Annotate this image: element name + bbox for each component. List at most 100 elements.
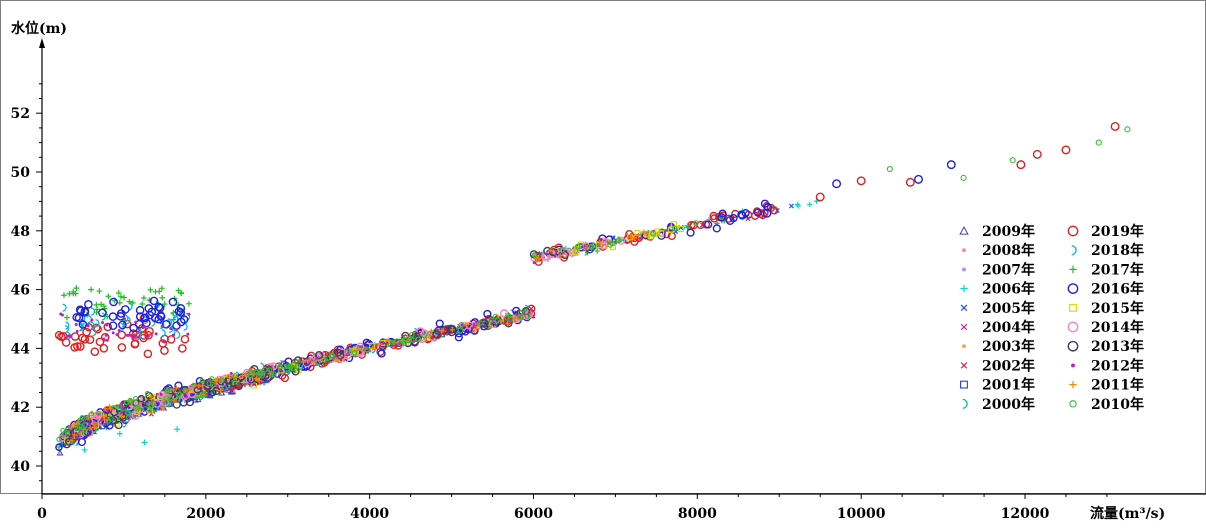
data-point bbox=[146, 334, 150, 338]
legend-marker bbox=[1071, 245, 1077, 256]
data-point bbox=[294, 363, 301, 369]
x-tick-label: 12000 bbox=[1001, 506, 1050, 522]
legend-item: 2018年 bbox=[1071, 242, 1144, 259]
x-tick-label: 8000 bbox=[678, 506, 717, 522]
data-point bbox=[176, 391, 183, 398]
data-point bbox=[333, 356, 339, 363]
data-point bbox=[306, 357, 312, 363]
data-point bbox=[161, 329, 166, 338]
data-point bbox=[121, 294, 127, 301]
data-point bbox=[221, 384, 227, 391]
legend-marker bbox=[1071, 363, 1075, 368]
data-point bbox=[117, 343, 127, 352]
data-point bbox=[68, 424, 74, 430]
data-point bbox=[175, 328, 179, 332]
x-tick-label: 2000 bbox=[186, 506, 225, 522]
y-tick-label: 42 bbox=[11, 400, 30, 416]
data-point bbox=[171, 398, 177, 404]
axis-ticks: 40 42 44 46 48 50 52 0 2000 4000 6000 8000 10000 1200… bbox=[11, 83, 1108, 522]
data-point bbox=[597, 239, 603, 245]
data-point bbox=[109, 297, 118, 307]
data-point bbox=[90, 318, 94, 322]
data-point bbox=[1016, 160, 1026, 170]
data-point bbox=[179, 315, 189, 324]
data-point bbox=[460, 323, 464, 327]
legend-marker bbox=[1067, 340, 1079, 352]
x-tick-label: 10000 bbox=[837, 506, 886, 522]
data-point bbox=[487, 322, 494, 328]
data-point bbox=[120, 402, 124, 405]
data-point bbox=[87, 422, 91, 426]
data-point bbox=[219, 377, 225, 383]
data-point bbox=[176, 330, 181, 339]
data-point bbox=[628, 234, 634, 240]
data-point bbox=[580, 245, 584, 249]
legend-marker bbox=[962, 248, 966, 252]
data-point bbox=[55, 443, 63, 451]
data-point bbox=[98, 301, 104, 308]
legend-label: 2015年 bbox=[1091, 300, 1144, 317]
data-point bbox=[163, 395, 170, 401]
legend-item: 2003年 bbox=[962, 338, 1035, 355]
data-point bbox=[547, 249, 556, 258]
data-point bbox=[71, 432, 80, 441]
data-point bbox=[268, 371, 275, 377]
data-point bbox=[650, 231, 656, 237]
data-point bbox=[504, 315, 511, 321]
data-point bbox=[178, 344, 187, 353]
data-point bbox=[187, 312, 191, 316]
data-point bbox=[167, 395, 173, 402]
data-point bbox=[463, 322, 469, 328]
data-point bbox=[156, 312, 166, 321]
data-point bbox=[185, 398, 195, 407]
data-point bbox=[75, 436, 79, 439]
data-point bbox=[154, 302, 164, 312]
data-point bbox=[111, 404, 117, 411]
data-point bbox=[144, 331, 153, 340]
data-point bbox=[886, 165, 893, 173]
legend-item: 2000年 bbox=[962, 396, 1035, 413]
data-point bbox=[447, 328, 456, 337]
data-point bbox=[127, 333, 131, 337]
data-point bbox=[64, 336, 68, 340]
data-point bbox=[832, 179, 842, 189]
data-point bbox=[133, 405, 139, 411]
legend-item: 2014年 bbox=[1067, 319, 1144, 336]
data-point bbox=[712, 224, 721, 233]
data-point bbox=[83, 427, 92, 437]
data-point bbox=[125, 409, 131, 416]
data-point bbox=[704, 220, 713, 229]
legend-label: 2010年 bbox=[1091, 396, 1144, 413]
data-point bbox=[227, 374, 232, 380]
legend-label: 2019年 bbox=[1091, 223, 1144, 240]
data-point bbox=[135, 305, 145, 315]
data-point bbox=[108, 321, 118, 330]
y-tick-label: 50 bbox=[11, 165, 31, 181]
data-point bbox=[73, 342, 82, 351]
data-point bbox=[763, 203, 773, 212]
y-axis-title: 水位(m) bbox=[11, 20, 67, 37]
series-2010-points bbox=[56, 220, 699, 442]
data-point bbox=[324, 355, 331, 362]
legend-label: 2008年 bbox=[982, 242, 1035, 259]
data-point bbox=[116, 309, 126, 318]
data-point bbox=[440, 326, 449, 335]
data-point bbox=[105, 293, 112, 300]
data-point bbox=[87, 425, 93, 431]
data-point bbox=[725, 216, 735, 225]
data-point bbox=[590, 242, 597, 249]
data-point bbox=[218, 387, 224, 394]
data-point bbox=[960, 174, 967, 181]
data-point bbox=[512, 315, 519, 321]
data-point bbox=[174, 385, 179, 391]
data-point bbox=[200, 383, 206, 389]
data-point bbox=[1032, 149, 1042, 159]
data-point bbox=[406, 337, 413, 344]
data-point bbox=[905, 177, 915, 187]
data-point bbox=[477, 320, 483, 326]
data-point bbox=[267, 381, 270, 384]
data-point bbox=[717, 213, 726, 222]
data-point bbox=[225, 390, 228, 394]
data-point bbox=[159, 405, 165, 411]
